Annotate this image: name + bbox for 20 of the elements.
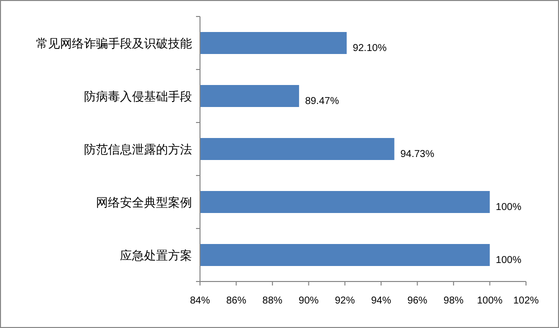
x-tick-label: 102% [513,296,539,306]
x-tick-label: 100% [476,296,503,306]
data-label: 100% [496,202,522,213]
y-tick-label: 防范信息泄露的方法 [84,142,192,156]
x-tick-label: 88% [262,296,283,306]
x-tick-label: 90% [298,296,319,306]
x-tick-label: 84% [190,296,210,306]
y-tick-label: 防病毒入侵基础手段 [84,90,192,104]
data-label: 100% [496,255,522,266]
x-tick-label: 96% [407,296,428,306]
x-tick-label: 98% [444,296,464,306]
data-label: 89.47% [305,96,340,107]
data-label: 92.10% [352,43,387,54]
y-tick-label: 应急处置方案 [120,248,192,262]
data-label: 94.73% [400,149,434,160]
y-tick-label: 网络安全典型案例 [96,196,192,210]
x-tick-label: 94% [371,296,392,306]
x-tick-label: 92% [334,296,356,306]
x-tick-label: 86% [226,296,246,306]
y-tick-label: 常见网络诈骗手段及识破技能 [36,36,192,50]
